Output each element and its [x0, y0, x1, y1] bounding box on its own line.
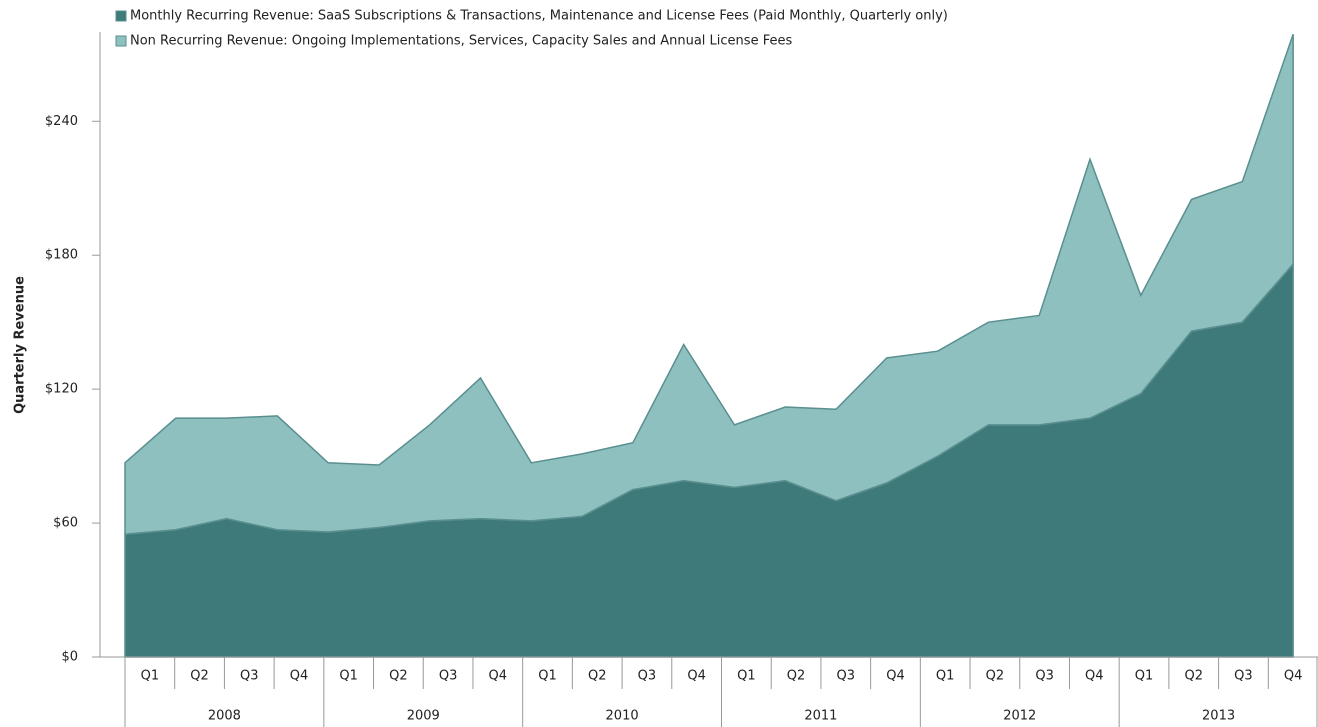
x-tick-label: Q2	[190, 669, 209, 684]
x-tick-label: Q4	[886, 669, 905, 684]
y-tick-label: $180	[45, 248, 78, 263]
x-tick-label: Q2	[389, 669, 408, 684]
x-tick-label: Q3	[638, 669, 657, 684]
x-tick-label: Q1	[141, 669, 160, 684]
y-tick-label: $0	[61, 650, 78, 665]
x-tick-label: Q4	[687, 669, 706, 684]
x-tick-label: Q4	[1085, 669, 1104, 684]
x-tick-label: Q2	[986, 669, 1005, 684]
y-axis-title: Quarterly Revenue	[13, 276, 28, 414]
x-group-label: 2009	[407, 709, 440, 724]
legend-label: Monthly Recurring Revenue: SaaS Subscrip…	[130, 9, 948, 24]
x-tick-label: Q3	[439, 669, 458, 684]
x-tick-label: Q3	[1035, 669, 1054, 684]
y-tick-label: $60	[53, 516, 78, 531]
x-group-label: 2008	[208, 709, 241, 724]
legend-swatch	[115, 35, 127, 47]
x-tick-label: Q3	[837, 669, 856, 684]
x-tick-label: Q1	[737, 669, 756, 684]
x-tick-label: Q3	[1234, 669, 1253, 684]
y-tick-label: $240	[45, 114, 78, 129]
x-tick-label: Q4	[290, 669, 309, 684]
x-group-label: 2013	[1202, 709, 1235, 724]
x-tick-label: Q2	[588, 669, 607, 684]
x-tick-label: Q4	[1284, 669, 1303, 684]
x-group-label: 2011	[804, 709, 837, 724]
legend-swatch	[115, 10, 127, 22]
x-tick-label: Q2	[787, 669, 806, 684]
y-tick-label: $120	[45, 382, 78, 397]
legend-label: Non Recurring Revenue: Ongoing Implement…	[130, 34, 792, 49]
x-tick-label: Q1	[339, 669, 358, 684]
x-tick-label: Q1	[1135, 669, 1154, 684]
area	[124, 33, 1294, 536]
x-tick-label: Q2	[1184, 669, 1203, 684]
x-tick-label: Q3	[240, 669, 259, 684]
x-tick-label: Q4	[489, 669, 508, 684]
x-group-label: 2012	[1003, 709, 1036, 724]
x-tick-label: Q1	[936, 669, 955, 684]
x-tick-label: Q1	[538, 669, 557, 684]
x-group-label: 2010	[606, 709, 639, 724]
